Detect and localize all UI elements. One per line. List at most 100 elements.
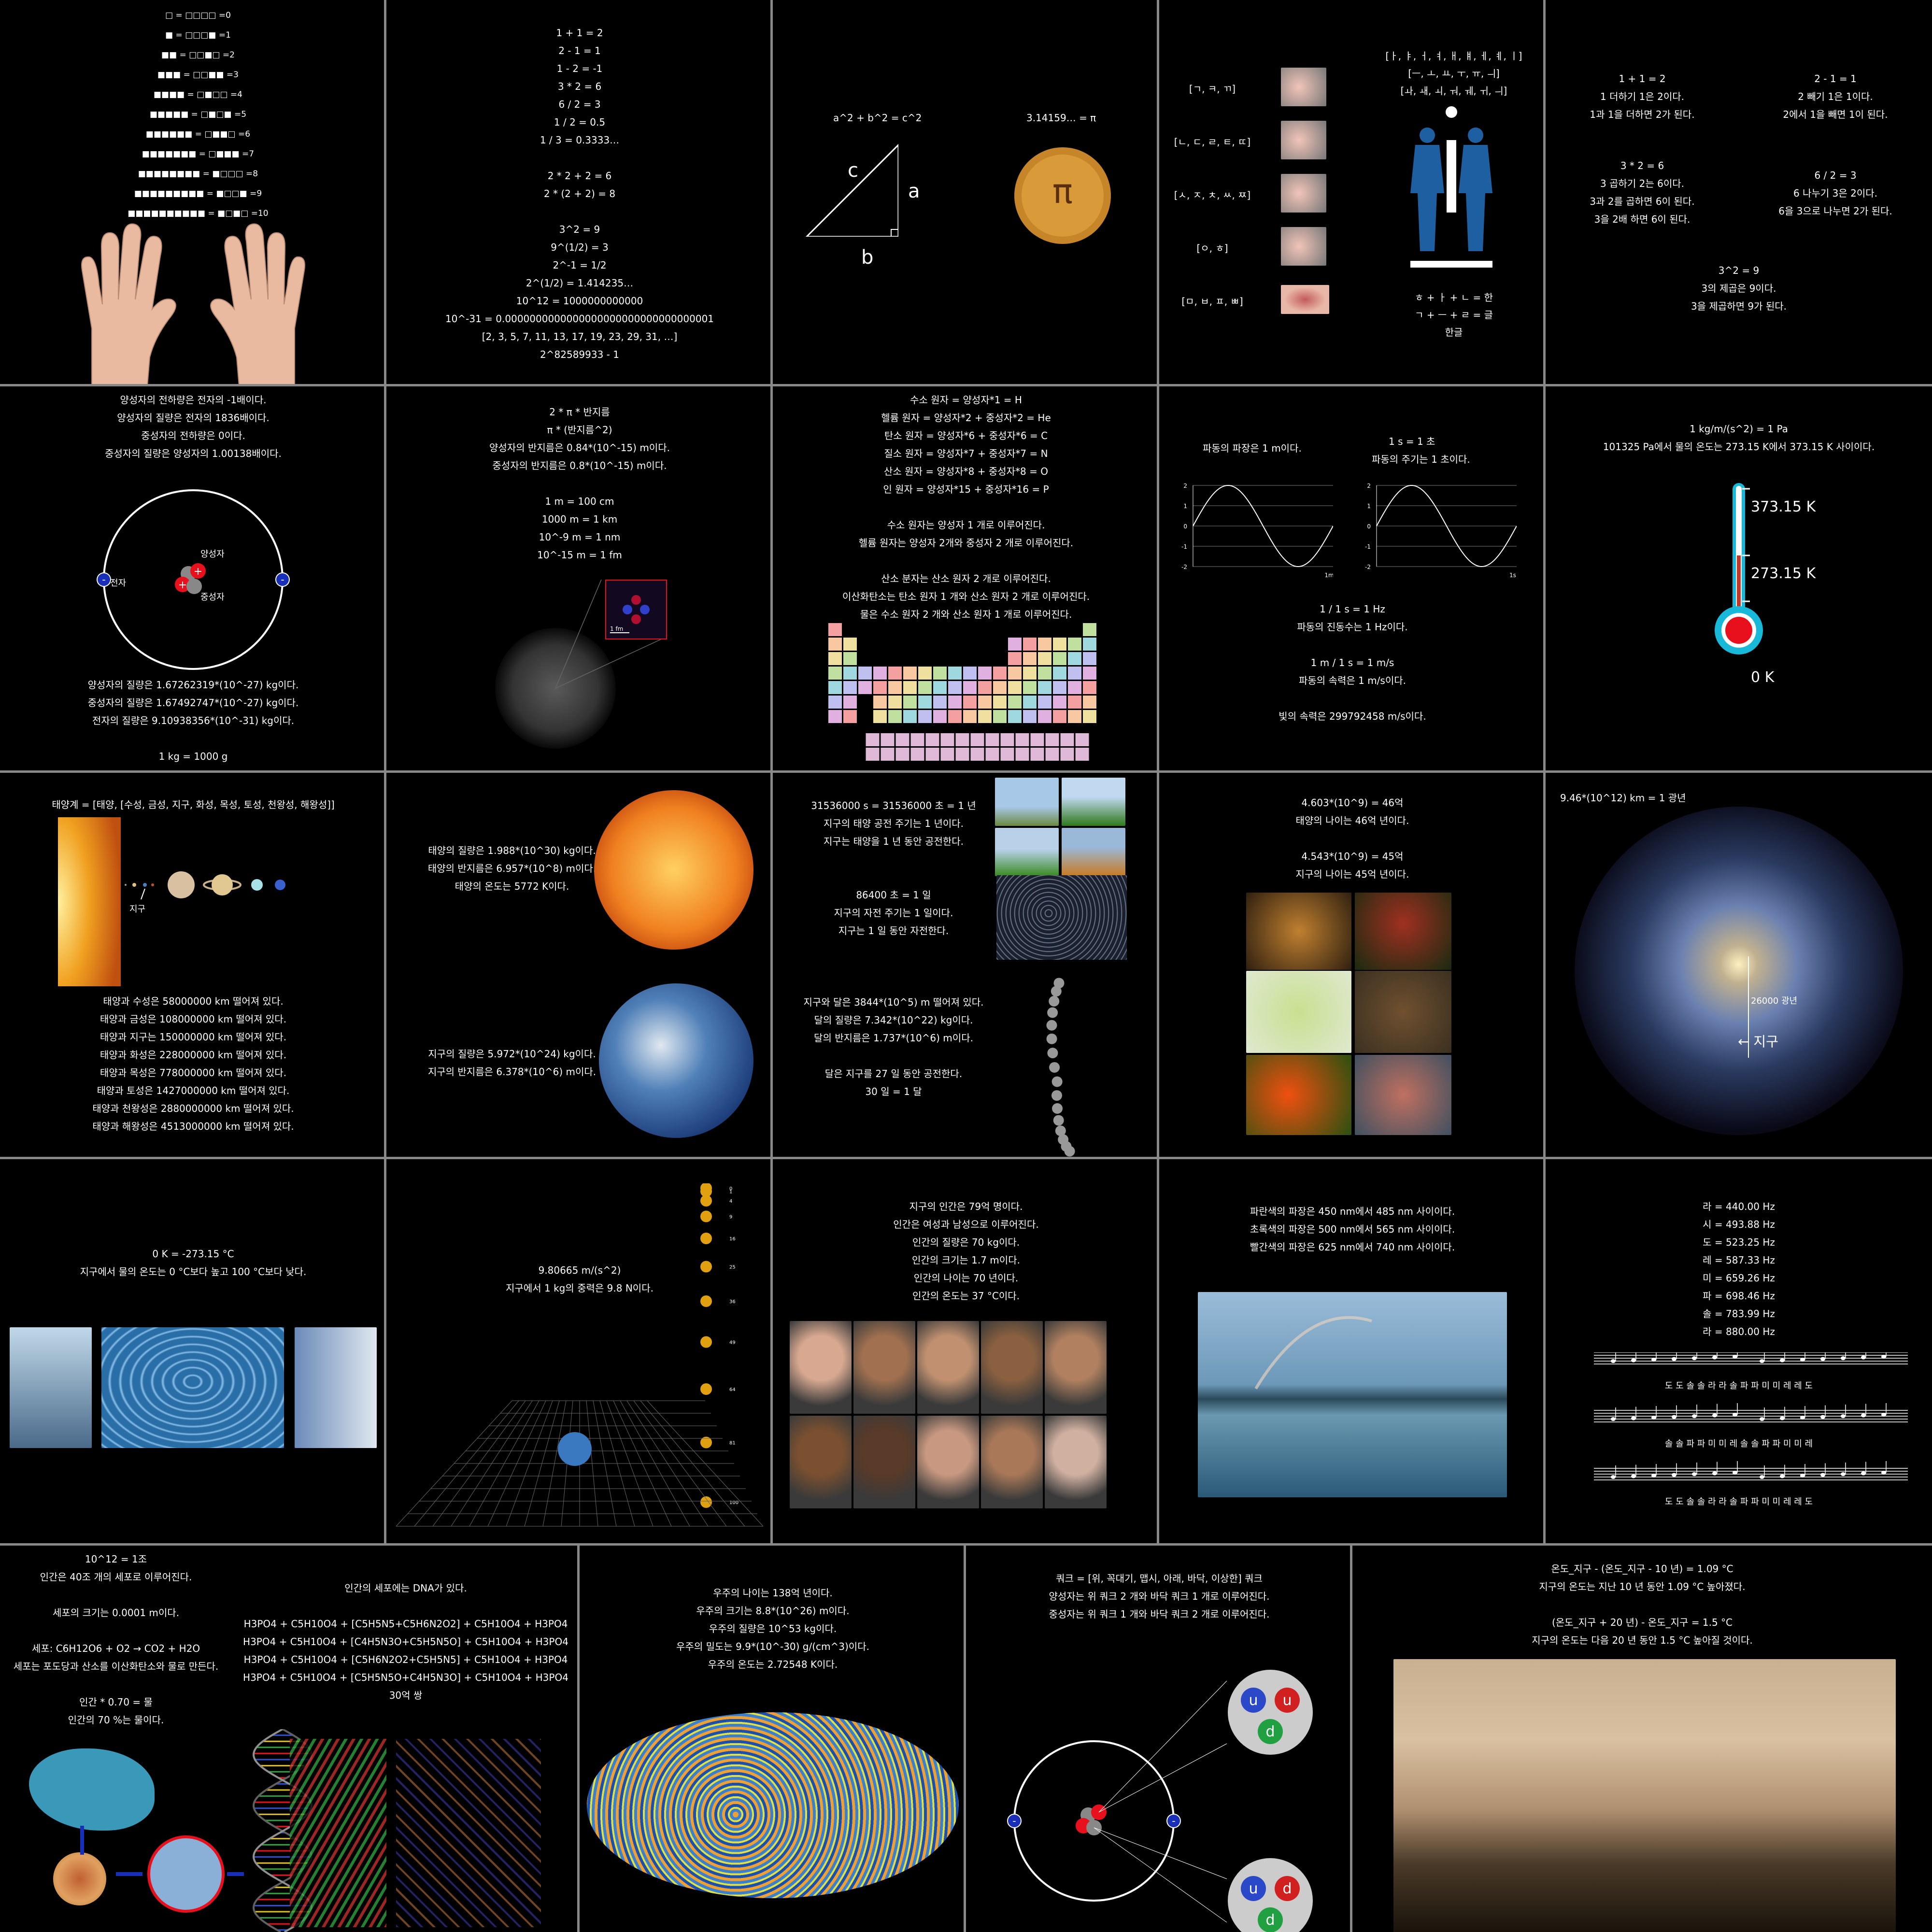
element-cell [858, 681, 872, 694]
element-cell [1053, 667, 1066, 680]
thermometer [1715, 483, 1763, 654]
element-cell [903, 710, 917, 723]
panel-atom: 양성자의 전하량은 전자의 -1배이다. 양성자의 질량은 전자의 1836배이다… [0, 384, 389, 775]
panel-music: 라 = 440.00 Hz 시 = 493.88 Hz 도 = 523.25 Hz 레… [1543, 1157, 1932, 1548]
text-line [1159, 690, 1546, 708]
electron [1007, 1814, 1022, 1828]
tree-season-summer [1062, 778, 1125, 826]
text-line: 1 m / 1 s = 1 m/s [1310, 657, 1394, 668]
quark-label: d [1265, 1912, 1275, 1929]
text-line: 양성자는 위 쿼크 2 개와 바닥 쿼크 1 개로 이루어진다. [1049, 1591, 1270, 1602]
falling-ball [700, 1195, 712, 1207]
element-cell [903, 667, 917, 680]
text-line: 초록색의 파장은 500 nm에서 565 nm 사이이다. [1250, 1223, 1455, 1235]
quark-label: u [1249, 1880, 1258, 1897]
text-line: 파란색의 파장은 450 nm에서 485 nm 사이이다. [1250, 1206, 1455, 1217]
temp-373: 373.15 K [1751, 498, 1816, 515]
text-line: 10^-9 m = 1 nm [539, 531, 621, 543]
element-cell [933, 696, 947, 709]
text-line: 10^12 = 1조 [85, 1553, 147, 1565]
text-line: 6을 3으로 나누면 2가 된다. [1778, 205, 1892, 217]
pi-symbol: π [1052, 171, 1073, 211]
moon-phase [1052, 1103, 1063, 1114]
note-head [1800, 1474, 1805, 1477]
element-cell [993, 681, 1007, 694]
text-line: 수소 원자는 양성자 1 개로 이루어진다. [887, 519, 1045, 531]
text-line: 101325 Pa에서 물의 온도는 273.15 K에서 373.15 K 사… [1603, 441, 1875, 453]
period-eq: 1 s = 1 초 [1389, 436, 1435, 447]
panel-elements: 수소 원자 = 양성자*1 = H 헬륨 원자 = 양성자*2 + 중성자*2 =… [770, 384, 1162, 775]
element-cell [873, 710, 887, 723]
nucleus-illustration [53, 1852, 106, 1905]
text-line [773, 868, 1014, 886]
text-line: 헬륨 원자 = 양성자*2 + 중성자*2 = He [881, 412, 1051, 424]
pie-illustration: π [1014, 147, 1111, 244]
panel-universe: 우주의 나이는 138억 년이다. 우주의 크기는 8.8*(10^26) m이다… [577, 1543, 968, 1932]
wave-lines: 1 / 1 s = 1 Hz 파동의 진동수는 1 Hz이다. 1 m / 1 s … [1159, 600, 1546, 725]
element-cell [873, 681, 887, 694]
text-line: 도 도 솔 솔 라 라 솔 파 파 미 미 레 레 도 [1664, 1497, 1813, 1507]
moon-phase [1047, 1048, 1058, 1059]
text-line: 30억 쌍 [389, 1690, 423, 1701]
element-cell [933, 710, 947, 723]
element-cell [955, 733, 969, 746]
note-head [1881, 1471, 1886, 1475]
text-line: 중성자는 위 쿼크 1 개와 바닥 쿼크 2 개로 이루어진다. [1049, 1608, 1270, 1620]
moon-phase [1046, 1020, 1057, 1031]
text-line: (온도_지구 + 20 년) - 온도_지구 = 1.5 °C [1551, 1617, 1733, 1628]
note-head [1651, 1474, 1656, 1477]
text-line: 태양과 목성은 778000000 km 떨어져 있다. [99, 1067, 287, 1079]
chimpanzee-image [1355, 971, 1451, 1053]
text-line [773, 940, 1014, 958]
text-line: ■■■■■■ = □■■□ =6 [145, 129, 251, 139]
text-line [773, 1047, 1014, 1065]
text-line: 10^-15 m = 1 fm [537, 549, 622, 561]
element-cell [1008, 652, 1022, 665]
spacetime-grid [396, 1400, 764, 1527]
element-cell [970, 748, 984, 761]
block-4: 6 / 2 = 3 6 나누기 3은 2이다. 6을 3으로 나누면 2가 된다. [1739, 167, 1932, 220]
element-cell [881, 733, 895, 746]
note-head [1841, 1472, 1846, 1476]
element-cell [940, 748, 954, 761]
text-line: 파동의 진동수는 1 Hz이다. [1297, 621, 1408, 633]
human-portrait [1045, 1416, 1107, 1508]
note-head [1780, 1358, 1785, 1363]
panel-korean-arithmetic: 1 + 1 = 2 1 더하기 1은 2이다. 1과 1을 더하면 2가 된다. 2… [1543, 0, 1932, 389]
proton-label: 양성자 [200, 549, 225, 559]
text-line: 인간의 온도는 37 °C이다. [912, 1290, 1020, 1302]
binary-table: □ = □□□□ =0 ■ = □□□■ =1 ■■ = □□■□ =2 ■■■ = … [87, 6, 309, 224]
element-cell [910, 748, 924, 761]
quark-label: u [1249, 1692, 1258, 1709]
text-line: 도 도 솔 솔 라 라 솔 파 파 미 미 레 레 도 [1664, 1381, 1813, 1391]
text-line: 2^(1/2) = 1.414235… [526, 277, 634, 289]
quark [1258, 1907, 1283, 1932]
element-cell [970, 733, 984, 746]
note-head [1733, 1413, 1737, 1417]
text-line: 온도_지구 - (온도_지구 - 10 년) = 1.09 °C [1551, 1563, 1733, 1575]
text-line: 우주의 질량은 10^53 kg이다. [709, 1623, 837, 1634]
mouth-diagram-icon [1281, 121, 1326, 159]
element-cell [1045, 733, 1059, 746]
text-line: [ㅘ, ㅙ, ㅚ, ㅝ, ㅞ, ㅟ, ㅢ] [1400, 85, 1507, 97]
solar-distance-lines: 태양과 수성은 58000000 km 떨어져 있다. 태양과 금성은 10800… [0, 993, 386, 1136]
quark [1275, 1688, 1300, 1713]
temp-0: 0 K [1751, 669, 1775, 686]
quark [1275, 1876, 1300, 1901]
element-cell [993, 696, 1007, 709]
element-cell [963, 667, 977, 680]
sine-wave [1376, 484, 1517, 568]
text-line: 인 원자 = 양성자*15 + 중성자*16 = P [883, 483, 1049, 495]
element-cell [873, 696, 887, 709]
note-head [1631, 1474, 1636, 1478]
note-head [1692, 1414, 1697, 1418]
text-line [773, 498, 1159, 516]
text-line: 1과 1을 더하면 2가 된다. [1590, 109, 1695, 120]
text-line: 1 / 3 = 0.3333… [540, 134, 620, 146]
note-head [1820, 1473, 1825, 1477]
element-cell [1000, 748, 1014, 761]
text-line: ㄱ + ㅡ + ㄹ = 글 [1414, 309, 1493, 321]
text-line: [ㅁ, ㅂ, ㅍ, ㅃ] [1181, 296, 1243, 307]
text-line: 9.80665 m/(s^2) [538, 1264, 621, 1276]
text-line: 빨간색의 파장은 625 nm에서 740 nm 사이이다. [1250, 1241, 1455, 1253]
